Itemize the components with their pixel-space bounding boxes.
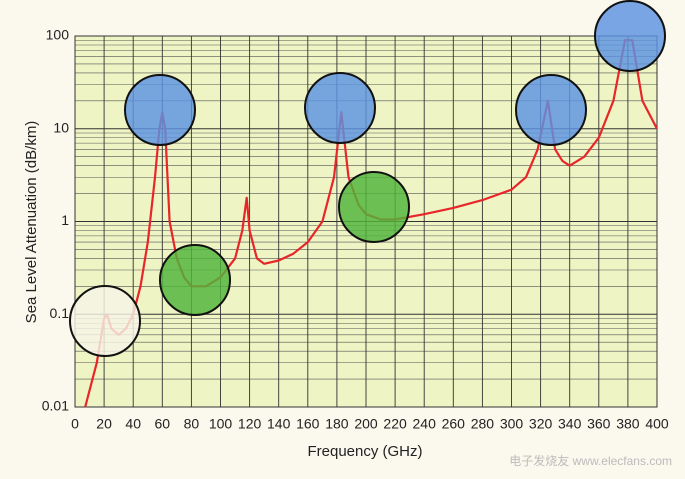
x-tick-label: 60 xyxy=(155,416,171,432)
y-tick-label: 10 xyxy=(53,119,69,135)
x-tick-label: 160 xyxy=(296,416,320,432)
y-axis-label: Sea Level Attenuation (dB/km) xyxy=(23,121,40,324)
x-tick-label: 0 xyxy=(71,416,79,432)
highlight-circle xyxy=(338,171,410,243)
x-tick-label: 140 xyxy=(267,416,291,432)
x-tick-label: 40 xyxy=(125,416,141,432)
highlight-circle xyxy=(304,72,376,144)
x-tick-label: 340 xyxy=(558,416,582,432)
x-axis-label: Frequency (GHz) xyxy=(307,443,422,460)
x-tick-label: 260 xyxy=(442,416,466,432)
x-tick-label: 180 xyxy=(325,416,349,432)
x-tick-label: 300 xyxy=(500,416,524,432)
x-tick-label: 400 xyxy=(645,416,669,432)
highlight-circle xyxy=(69,285,141,357)
x-tick-label: 280 xyxy=(471,416,495,432)
highlight-circle xyxy=(594,0,666,72)
highlight-circle xyxy=(515,74,587,146)
x-tick-label: 360 xyxy=(587,416,611,432)
x-tick-label: 220 xyxy=(383,416,407,432)
x-tick-label: 380 xyxy=(616,416,640,432)
highlight-circle xyxy=(124,74,196,146)
highlight-circle xyxy=(159,244,231,316)
x-tick-label: 240 xyxy=(413,416,437,432)
x-tick-label: 100 xyxy=(209,416,233,432)
watermark: 电子发烧友 www.elecfans.com xyxy=(509,453,672,468)
plot-border xyxy=(74,35,658,408)
x-tick-label: 200 xyxy=(354,416,378,432)
y-tick-label: 0.01 xyxy=(42,398,69,414)
x-tick-label: 20 xyxy=(96,416,112,432)
y-tick-label: 100 xyxy=(46,27,70,43)
y-tick-label: 1 xyxy=(61,212,69,228)
data-line xyxy=(84,39,658,408)
x-tick-label: 320 xyxy=(529,416,553,432)
y-tick-label: 0.1 xyxy=(50,305,70,321)
x-tick-label: 120 xyxy=(238,416,262,432)
x-tick-label: 80 xyxy=(184,416,200,432)
